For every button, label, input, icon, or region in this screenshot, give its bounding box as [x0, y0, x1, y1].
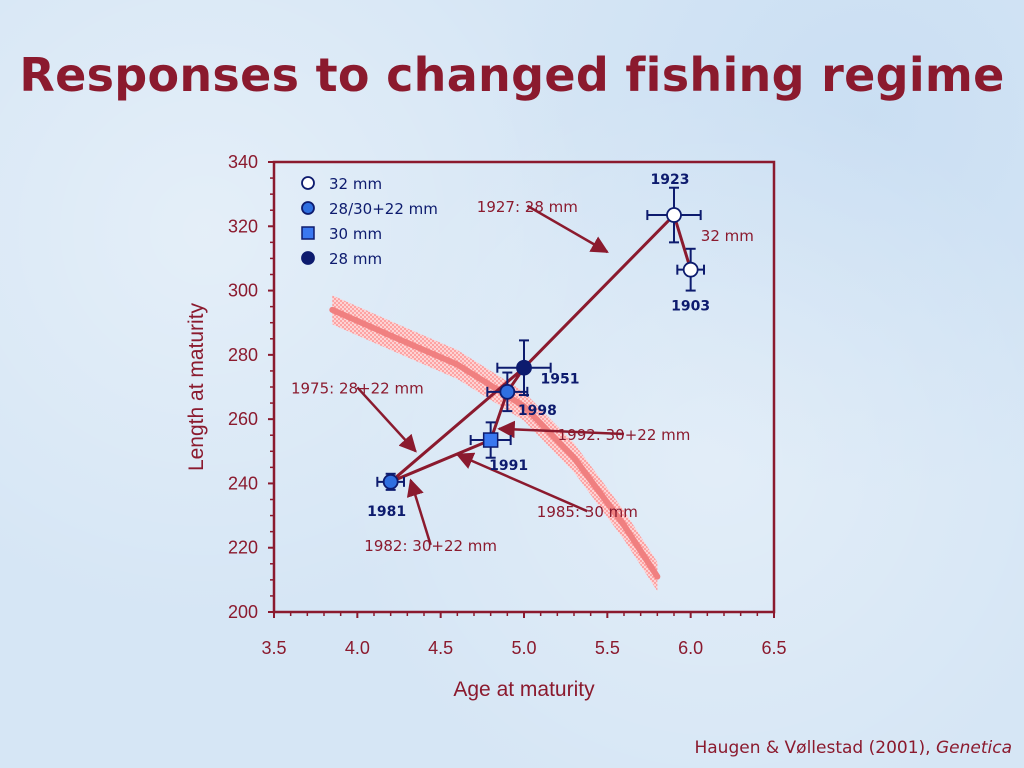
slide-title: Responses to changed fishing regime: [19, 48, 1005, 102]
annotation-arrow: [526, 204, 609, 254]
x-tick-label: 5.0: [511, 638, 536, 658]
y-axis-label: Length at maturity: [185, 302, 208, 471]
point-1903: 1903: [671, 247, 710, 315]
point-marker: [682, 261, 699, 278]
y-tick-label: 240: [228, 473, 258, 493]
band-center-line: [329, 306, 661, 580]
point-1923: 1923: [646, 172, 702, 244]
citation: Haugen & Vøllestad (2001), Genetica: [694, 738, 1012, 758]
point-1991: 1991: [469, 421, 528, 474]
point-marker: [482, 432, 499, 448]
y-tick-label: 300: [228, 281, 258, 301]
point-1981: 1981: [367, 472, 406, 520]
year-label: 1923: [651, 172, 690, 188]
legend-label: 30 mm: [329, 225, 382, 243]
year-label: 1998: [518, 403, 557, 419]
legend-marker: [301, 201, 315, 215]
trend-band: [329, 295, 661, 592]
annotation-label: 1982: 30+22 mm: [364, 537, 497, 555]
annotations: 1927: 28 mm 32 mm 1975: 28+22 mm 1992: 30+2…: [291, 198, 754, 555]
y-tick-label: 200: [228, 602, 258, 622]
y-tick-label: 280: [228, 345, 258, 365]
legend: 32 mm 28/30+22 mm 30 mm 28 mm: [301, 175, 438, 268]
annotation-label: 1975: 28+22 mm: [291, 379, 424, 397]
citation-journal: Genetica: [935, 738, 1012, 758]
x-tick-label: 6.5: [761, 638, 786, 658]
x-tick-label: 6.0: [678, 638, 703, 658]
point-marker: [382, 473, 399, 490]
annotation-arrow: [406, 478, 432, 546]
year-label: 1903: [671, 299, 710, 315]
point-marker: [516, 359, 532, 376]
x-axis-label: Age at maturity: [453, 678, 595, 701]
point-1998: 1998: [486, 371, 557, 419]
annotation-label: 32 mm: [701, 227, 754, 245]
annotation-label: 1985: 30 mm: [537, 503, 638, 521]
legend-label: 32 mm: [329, 175, 382, 193]
legend-marker: [301, 176, 315, 190]
legend-marker: [301, 251, 315, 265]
axes: 3.5 4.0 4.5 5.0 5.5 6.0 6.5 200 220 240 260 280 300 3…: [228, 152, 787, 658]
point-1951: 1951: [496, 339, 580, 397]
year-label: 1951: [541, 372, 580, 388]
point-marker: [499, 383, 516, 400]
annotation-arrow: [356, 386, 417, 453]
data-points: 1903 1923 1951 1998 1991 1981: [367, 172, 710, 520]
annotation-arrow: [497, 420, 625, 439]
y-tick-label: 320: [228, 216, 258, 236]
year-label: 1981: [367, 504, 406, 520]
legend-label: 28 mm: [329, 250, 382, 268]
y-tick-label: 260: [228, 409, 258, 429]
legend-marker: [301, 226, 315, 240]
citation-authors: Haugen & Vøllestad (2001),: [694, 738, 931, 758]
annotation-label: 1992: 30+22 mm: [558, 426, 691, 444]
legend-label: 28/30+22 mm: [329, 200, 438, 218]
x-tick-label: 5.5: [595, 638, 620, 658]
x-tick-label: 4.5: [428, 638, 453, 658]
x-tick-label: 4.0: [345, 638, 370, 658]
annotation-label: 1927: 28 mm: [477, 198, 578, 216]
annotation-arrow: [455, 452, 588, 513]
point-marker: [666, 207, 682, 223]
year-label: 1991: [489, 458, 528, 474]
y-tick-label: 340: [228, 152, 258, 172]
y-tick-label: 220: [228, 538, 258, 558]
x-tick-label: 3.5: [261, 638, 286, 658]
